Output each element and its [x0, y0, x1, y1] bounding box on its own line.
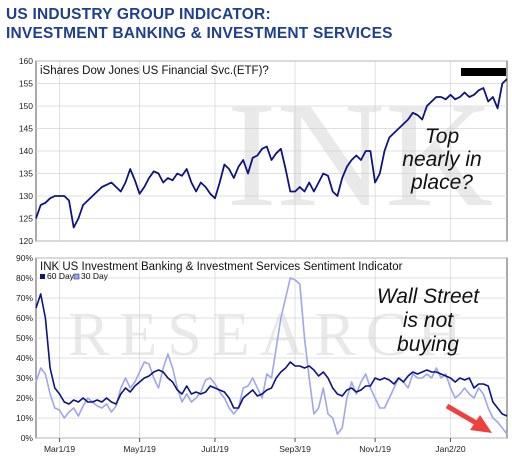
etf-y-tick-label: 160 — [19, 56, 33, 66]
etf-y-tick-label: 150 — [19, 101, 33, 111]
red-arrow-icon — [445, 403, 492, 433]
sentiment-y-tick-label: 50% — [16, 333, 33, 343]
x-tick-label: May1/19 — [123, 444, 156, 454]
x-axis: Mar1/19 May1/19 Jul1/19 Sep3/19 Nov1/19 Jan2/… — [44, 438, 466, 454]
x-tick-label: Jul1/19 — [201, 444, 229, 454]
etf-panel-title: iShares Dow Jones US Financial Svc.(ETF)… — [40, 65, 269, 77]
x-tick-label: Mar1/19 — [44, 444, 75, 454]
sentiment-panel: RESEARCH 0% 10% 20% 30% 40% 50% 60% 70% 80% 90% I… — [16, 253, 508, 443]
annotation-bottom-line2: is not — [403, 309, 454, 332]
sentiment-y-tick-label: 20% — [16, 393, 33, 403]
etf-y-tick-label: 125 — [19, 214, 33, 224]
sentiment-y-tick-label: 30% — [16, 373, 33, 383]
series-line-30-day — [35, 277, 508, 435]
sentiment-y-tick-label: 90% — [16, 253, 33, 263]
annotation-top-line3: place? — [410, 171, 473, 194]
annotation-bottom-line1: Wall Street — [377, 285, 480, 308]
legend-swatch-30-day — [73, 273, 80, 280]
etf-price-panel: INK 120 125 130 135 140 145 150 155 160 iShares … — [19, 56, 508, 246]
chart-title-line1: US INDUSTRY GROUP INDICATOR: — [6, 6, 271, 23]
etf-price-line — [35, 78, 508, 229]
etf-y-tick-label: 120 — [19, 236, 33, 246]
legend-swatch-60-day — [40, 274, 45, 279]
sentiment-y-tick-label: 0% — [21, 433, 34, 443]
legend-label-30-day: 30 Day — [81, 271, 109, 281]
etf-y-tick-label: 130 — [19, 191, 33, 201]
annotation-bottom-line3: buying — [397, 333, 459, 356]
annotation-top-line2: nearly in — [402, 148, 481, 171]
etf-y-axis: 120 125 130 135 140 145 150 155 160 — [19, 56, 33, 246]
x-tick-label: Sep3/19 — [279, 444, 311, 454]
watermark-bottom: RESEARCH — [68, 301, 472, 369]
sentiment-y-tick-label: 10% — [16, 413, 33, 423]
sentiment-y-tick-label: 60% — [16, 313, 33, 323]
sentiment-y-tick-label: 80% — [16, 273, 33, 283]
series-line-60-day — [35, 293, 508, 417]
sentiment-y-tick-label: 40% — [16, 353, 33, 363]
sentiment-y-axis: 0% 10% 20% 30% 40% 50% 60% 70% 80% 90% — [16, 253, 33, 443]
etf-y-tick-label: 135 — [19, 169, 33, 179]
x-tick-label: Nov1/19 — [359, 444, 391, 454]
etf-y-tick-label: 155 — [19, 79, 33, 89]
etf-gridlines — [36, 60, 507, 242]
chart-title-line2: INVESTMENT BANKING & INVESTMENT SERVICES — [6, 25, 393, 42]
legend: 60 Day 30 Day — [40, 271, 109, 281]
etf-y-tick-label: 140 — [19, 146, 33, 156]
legend-label-60-day: 60 Day — [47, 271, 75, 281]
sentiment-series — [35, 277, 508, 435]
annotation-top-line1: Top — [425, 125, 459, 148]
etf-y-tick-label: 145 — [19, 124, 33, 134]
top-marker-bar — [461, 68, 506, 76]
watermark-top: INK — [227, 72, 494, 238]
sentiment-panel-title: INK US Investment Banking & Investment S… — [40, 261, 403, 273]
sentiment-y-tick-label: 70% — [16, 293, 33, 303]
etf-price-series — [35, 78, 508, 229]
x-tick-label: Jan2/20 — [435, 444, 466, 454]
